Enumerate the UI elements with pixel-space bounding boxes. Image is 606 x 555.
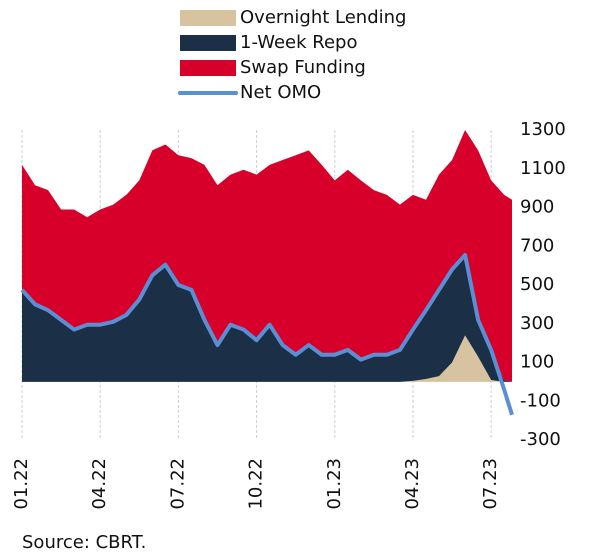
line: [20, 252, 514, 416]
y-tick-label: 300: [520, 313, 554, 334]
x-tick-label: 10.22: [246, 458, 267, 510]
legend-swatch: [180, 60, 236, 76]
x-tick-label: 01.22: [11, 458, 32, 510]
y-tick-label: 1100: [520, 158, 566, 179]
y-tick-label: 900: [520, 197, 554, 218]
x-tick-label: 07.23: [480, 458, 501, 510]
area: [22, 254, 512, 382]
area: [22, 335, 512, 382]
legend-label: Net OMO: [240, 82, 321, 103]
y-tick-label: 700: [520, 235, 554, 256]
legend-label: Overnight Lending: [240, 7, 406, 28]
legend-label: 1-Week Repo: [240, 32, 357, 53]
source-note: Source: CBRT.: [22, 532, 146, 553]
y-tick-label: -300: [520, 429, 561, 450]
x-tick-label: 01.23: [324, 458, 345, 510]
legend-swatch: [180, 10, 236, 26]
y-tick-label: 100: [520, 352, 554, 373]
x-tick-label: 04.22: [89, 458, 110, 510]
area: [22, 130, 512, 382]
legend-label: Swap Funding: [240, 57, 366, 78]
y-tick-label: 500: [520, 274, 554, 295]
legend-swatch: [180, 35, 236, 51]
y-tick-label: 1300: [520, 119, 566, 140]
x-tick-label: 04.23: [402, 458, 423, 510]
y-tick-label: -100: [520, 390, 561, 411]
x-tick-label: 07.22: [167, 458, 188, 510]
